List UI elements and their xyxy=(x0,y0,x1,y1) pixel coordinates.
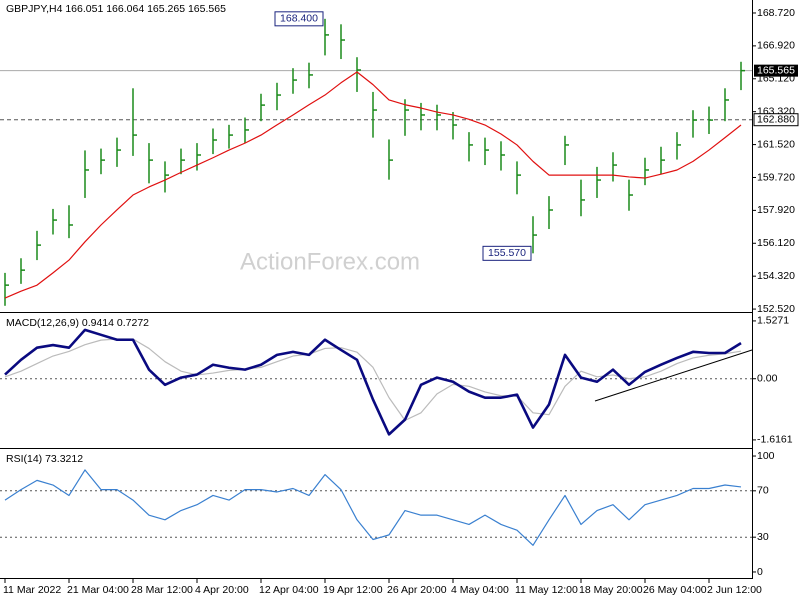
y-tick-label: 168.720 xyxy=(757,7,795,19)
y-tick-label: 0.00 xyxy=(757,373,778,385)
y-tick-label: 157.920 xyxy=(757,204,795,216)
x-tick-label: 18 May 20:00 xyxy=(579,584,643,596)
y-tick-label: 1.5271 xyxy=(757,315,789,327)
y-tick-label: -1.6161 xyxy=(757,434,793,446)
indicator-line xyxy=(4,469,742,546)
x-tick-label: 2 Jun 12:00 xyxy=(707,584,762,596)
annotation-box xyxy=(482,245,532,261)
trend-line xyxy=(594,349,753,402)
level-tag xyxy=(754,64,798,77)
x-tick-label: 21 Mar 04:00 xyxy=(67,584,129,596)
y-tick-label: 100 xyxy=(757,450,775,462)
y-tick-label: 154.320 xyxy=(757,270,795,282)
y-tick-label: 159.720 xyxy=(757,171,795,183)
watermark: ActionForex.com xyxy=(240,248,420,275)
y-tick-label: 166.920 xyxy=(757,40,795,52)
level-label: 162.880 xyxy=(757,114,795,126)
indicator-line xyxy=(4,71,742,299)
annotation-box xyxy=(274,11,324,27)
level-label: 165.565 xyxy=(757,64,795,76)
panel-title: GBPJPY,H4 166.051 166.064 165.265 165.56… xyxy=(6,3,226,15)
x-tick-label: 26 Apr 20:00 xyxy=(387,584,447,596)
y-tick-label: 70 xyxy=(757,485,769,497)
y-tick-label: 161.520 xyxy=(757,138,795,150)
x-tick-label: 26 May 04:00 xyxy=(643,584,707,596)
x-tick-label: 4 Apr 20:00 xyxy=(195,584,249,596)
x-tick-label: 11 May 12:00 xyxy=(515,584,578,596)
indicator-line xyxy=(4,328,742,436)
x-tick-label: 12 Apr 04:00 xyxy=(259,584,319,596)
level-tag xyxy=(753,113,799,127)
panel-title: RSI(14) 73.3212 xyxy=(6,453,83,465)
y-tick-label: 30 xyxy=(757,531,769,543)
annotation-label: 168.400 xyxy=(280,13,318,25)
y-tick-label: 156.120 xyxy=(757,237,795,249)
y-tick-label: 0 xyxy=(757,566,763,578)
x-tick-label: 28 Mar 12:00 xyxy=(131,584,193,596)
x-tick-label: 19 Apr 12:00 xyxy=(323,584,383,596)
annotation-label: 155.570 xyxy=(488,247,526,259)
panel-title: MACD(12,26,9) 0.9414 0.7272 xyxy=(6,317,149,329)
x-tick-label: 4 May 04:00 xyxy=(451,584,509,596)
x-tick-label: 11 Mar 2022 xyxy=(3,584,61,596)
y-tick-label: 152.520 xyxy=(757,303,795,315)
